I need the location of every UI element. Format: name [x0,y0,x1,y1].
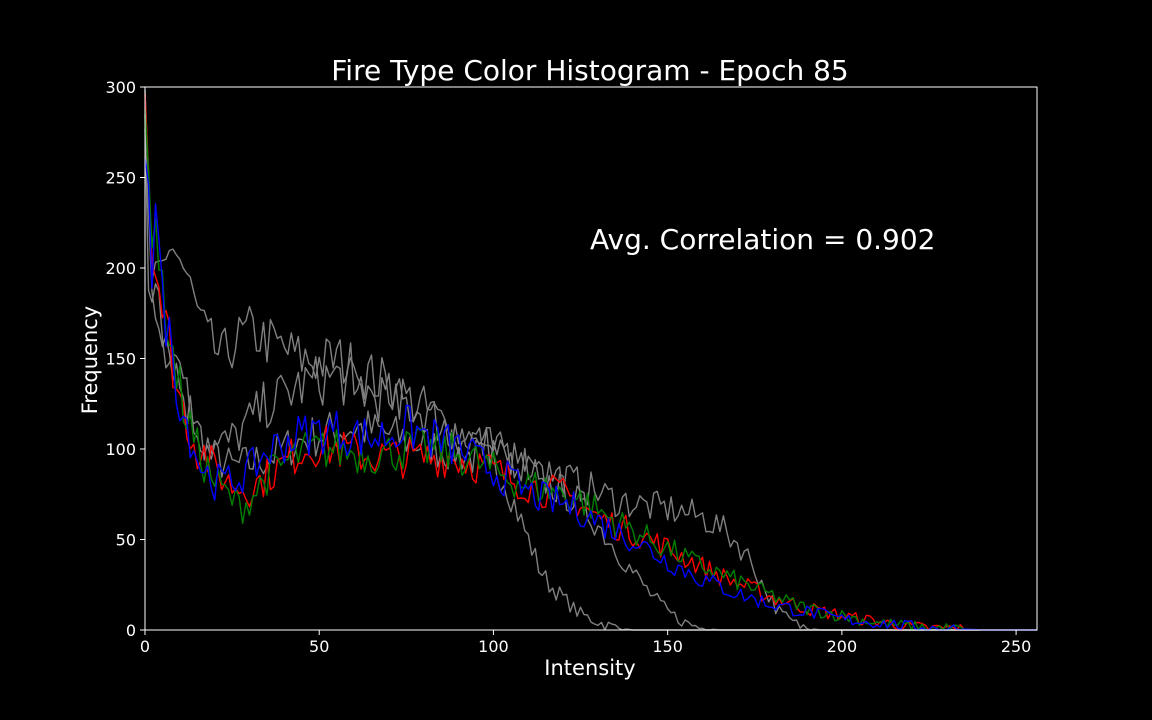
series-line-5 [144,108,1037,631]
x-axis: 0 50 100 150 200 250 [140,630,1031,656]
y-tick-label: 0 [126,621,136,640]
y-axis-label: Frequency [78,306,102,415]
x-tick-label: 100 [478,637,509,656]
x-tick-label: 150 [652,637,683,656]
series-line-6 [144,158,1037,631]
y-tick-label: 200 [105,259,136,278]
x-tick-label: 250 [1001,637,1032,656]
x-tick-label: 50 [309,637,329,656]
y-axis: 0 50 100 150 200 250 300 [105,78,145,640]
chart-title: Fire Type Color Histogram - Epoch 85 [331,54,849,87]
y-tick-label: 150 [105,350,136,369]
correlation-annotation: Avg. Correlation = 0.902 [590,223,935,256]
series-layer [144,89,1037,631]
y-tick-label: 50 [116,531,136,550]
x-tick-label: 0 [140,637,150,656]
y-tick-label: 100 [105,440,136,459]
y-tick-label: 250 [105,169,136,188]
x-tick-label: 200 [827,637,858,656]
y-tick-label: 300 [105,78,136,97]
x-axis-label: Intensity [544,656,635,680]
